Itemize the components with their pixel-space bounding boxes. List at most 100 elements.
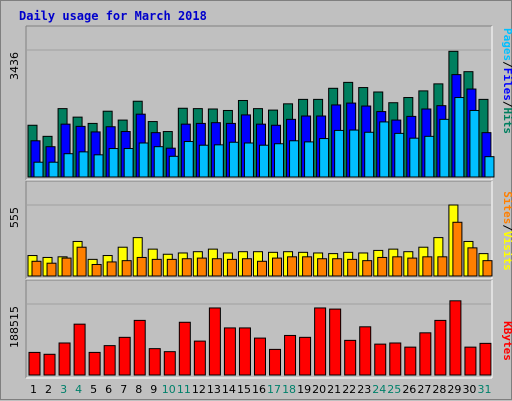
legend-sites-visits-item-0: Sites [501, 191, 512, 224]
legend-pages-files-hits-item-0: Pages [501, 28, 512, 61]
bar-kbytes-day-14 [223, 327, 236, 376]
bar-sites-day-14 [226, 258, 237, 277]
x-tick-label-day-31: 31 [477, 383, 491, 396]
bar-pages-day-8 [138, 142, 149, 178]
bar-pages-day-27 [424, 135, 435, 178]
legend-kbytes: KBytes [501, 321, 512, 361]
bar-pages-day-11 [183, 141, 194, 178]
x-tick-label-day-7: 7 [120, 383, 127, 396]
bar-pages-day-7 [123, 148, 134, 178]
x-tick-label-day-30: 30 [462, 383, 476, 396]
x-tick-label-day-18: 18 [282, 383, 296, 396]
bar-pages-day-18 [289, 140, 300, 178]
bar-sites-day-25 [392, 256, 403, 277]
bar-pages-day-4 [78, 151, 89, 178]
bar-kbytes-day-13 [208, 307, 221, 376]
x-tick-label-day-8: 8 [135, 383, 142, 396]
x-tick-label-day-12: 12 [192, 383, 206, 396]
bar-sites-day-4 [76, 246, 87, 277]
bar-sites-day-16 [256, 260, 267, 277]
bar-kbytes-day-7 [118, 336, 131, 376]
bar-sites-day-9 [151, 258, 162, 277]
bar-sites-day-18 [287, 256, 298, 277]
bar-kbytes-day-26 [404, 346, 417, 376]
bar-kbytes-day-2 [43, 353, 56, 376]
bar-sites-day-28 [437, 256, 448, 277]
bar-kbytes-day-3 [58, 342, 71, 376]
x-tick-label-day-10: 10 [162, 383, 176, 396]
x-tick-label-day-14: 14 [222, 383, 236, 396]
bar-pages-day-12 [198, 144, 209, 178]
x-tick-label-day-24: 24 [372, 383, 386, 396]
panel-2-max-label: 555 [8, 207, 21, 228]
bar-kbytes-day-21 [329, 308, 342, 376]
bar-sites-day-5 [91, 263, 102, 277]
legend-kbytes-item-0: KBytes [501, 321, 512, 361]
bar-pages-day-6 [108, 148, 119, 178]
bar-sites-day-22 [347, 258, 358, 277]
bar-kbytes-day-12 [193, 340, 206, 376]
bar-pages-day-29 [454, 97, 465, 178]
bar-pages-day-30 [469, 109, 480, 178]
panel-1-max-label: 3436 [8, 52, 21, 80]
bar-sites-day-27 [422, 256, 433, 277]
bar-pages-day-19 [304, 141, 315, 178]
bar-kbytes-day-9 [148, 348, 161, 376]
bar-kbytes-day-22 [344, 339, 357, 376]
bar-sites-day-23 [362, 260, 373, 277]
legend-pages-files-hits-item-1: / [501, 61, 512, 68]
bar-pages-day-25 [394, 132, 405, 178]
legend-sites-visits-item-1: / [501, 224, 512, 231]
bar-kbytes-day-24 [374, 343, 387, 376]
x-tick-label-day-23: 23 [357, 383, 371, 396]
bar-pages-day-10 [168, 155, 179, 178]
x-tick-label-day-26: 26 [402, 383, 416, 396]
x-tick-label-day-21: 21 [327, 383, 341, 396]
bar-pages-day-26 [409, 137, 420, 178]
bar-kbytes-day-1 [28, 351, 41, 376]
bar-kbytes-day-27 [419, 332, 432, 376]
bar-kbytes-day-29 [449, 300, 462, 376]
bar-pages-day-31 [484, 156, 495, 178]
bar-sites-day-31 [482, 260, 493, 277]
bar-kbytes-day-17 [269, 348, 282, 376]
bar-sites-day-26 [407, 257, 418, 277]
x-tick-label-day-16: 16 [252, 383, 266, 396]
bar-pages-day-20 [319, 138, 330, 178]
bar-sites-day-15 [241, 258, 252, 277]
x-tick-label-day-5: 5 [90, 383, 97, 396]
bar-kbytes-day-16 [253, 337, 266, 376]
legend-pages-files-hits-item-4: Hits [501, 108, 512, 135]
x-tick-label-day-3: 3 [60, 383, 67, 396]
x-tick-label-day-17: 17 [267, 383, 281, 396]
bar-kbytes-day-4 [73, 323, 86, 376]
x-tick-label-day-15: 15 [237, 383, 251, 396]
bar-pages-day-5 [93, 154, 104, 178]
bar-pages-day-2 [48, 161, 59, 178]
bar-pages-day-16 [258, 144, 269, 178]
bar-sites-day-24 [377, 256, 388, 277]
bar-kbytes-day-5 [88, 351, 101, 376]
bar-kbytes-day-23 [359, 326, 372, 376]
bar-sites-day-2 [46, 262, 57, 277]
bar-sites-day-13 [211, 258, 222, 277]
x-tick-label-day-20: 20 [312, 383, 326, 396]
chart-title: Daily usage for March 2018 [19, 9, 207, 23]
bar-kbytes-day-30 [464, 346, 477, 376]
bar-sites-day-11 [181, 258, 192, 277]
bar-kbytes-day-15 [238, 327, 251, 376]
bar-pages-day-14 [228, 141, 239, 178]
legend-pages-files-hits-item-2: Files [501, 68, 512, 101]
x-tick-label-day-6: 6 [105, 383, 112, 396]
bar-sites-day-10 [166, 258, 177, 277]
x-tick-label-day-29: 29 [447, 383, 461, 396]
bar-kbytes-day-10 [163, 351, 176, 376]
bar-sites-day-19 [302, 256, 313, 277]
bar-pages-day-23 [364, 131, 375, 178]
x-tick-label-day-22: 22 [342, 383, 356, 396]
bar-kbytes-day-18 [284, 334, 297, 376]
bar-sites-day-21 [332, 258, 343, 277]
bar-kbytes-day-6 [103, 345, 116, 376]
